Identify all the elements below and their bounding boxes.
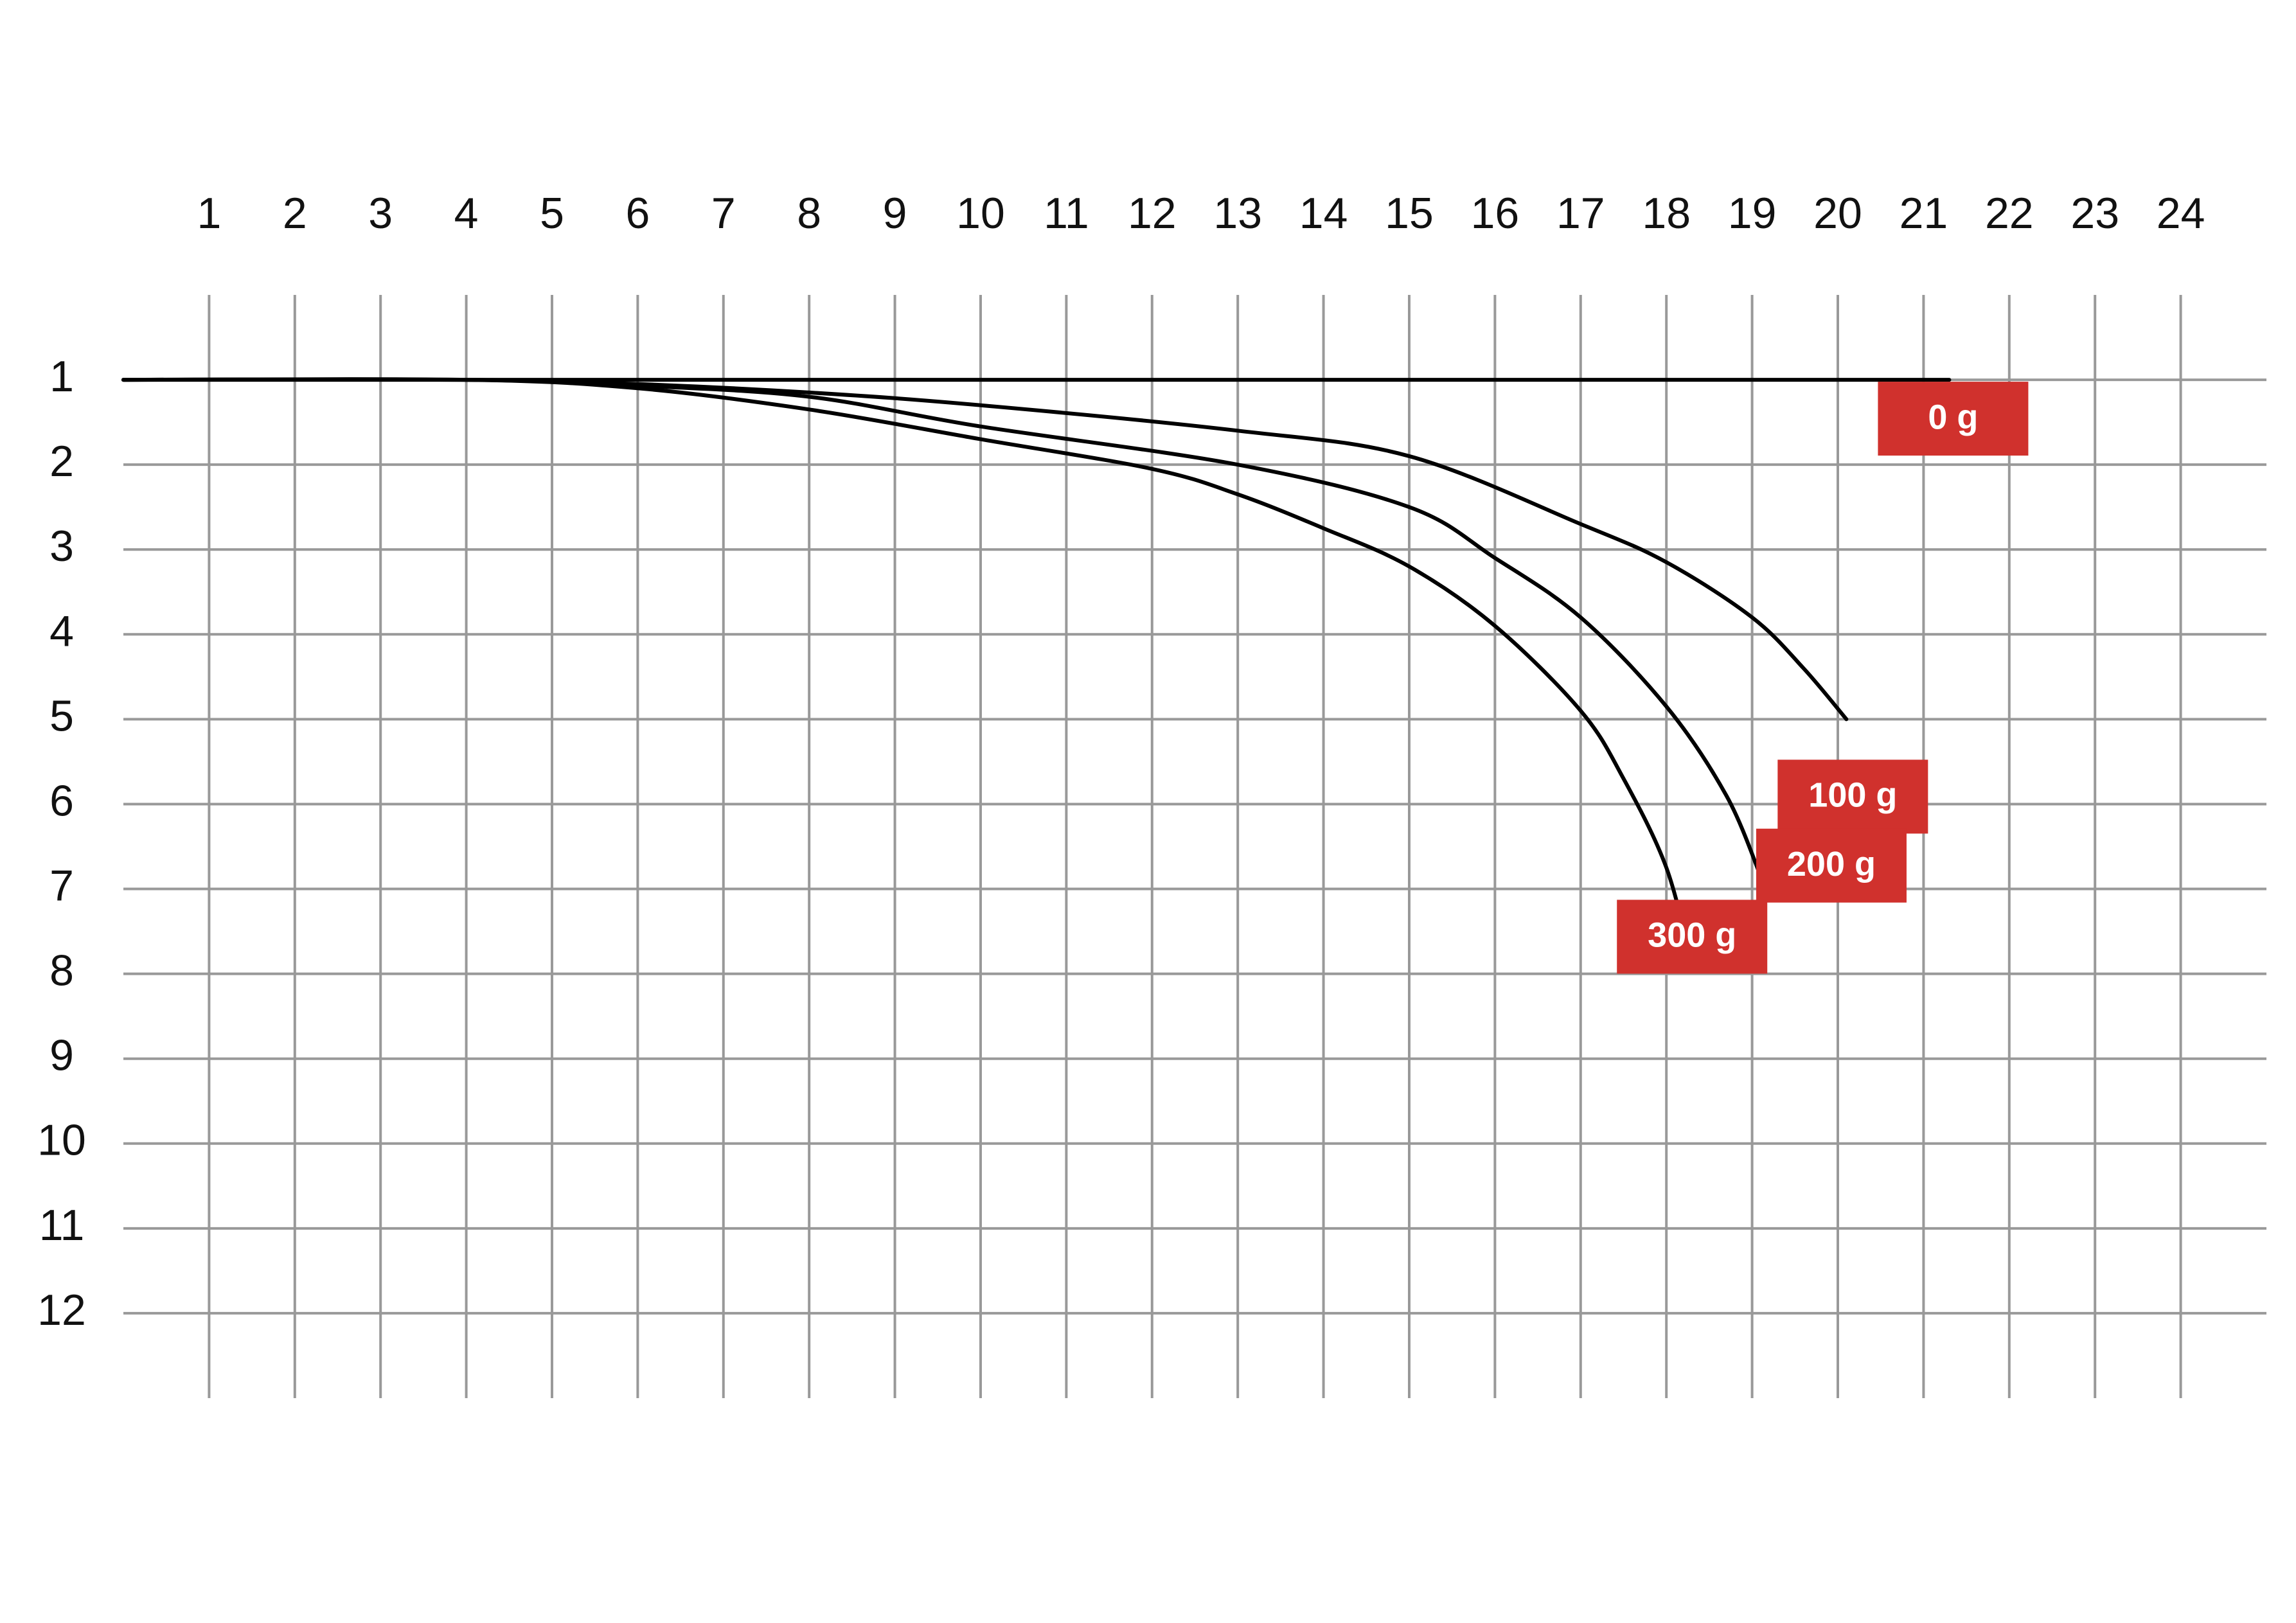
series-label: 200 g	[1756, 828, 1907, 903]
x-tick-label: 17	[1556, 189, 1605, 238]
y-tick-label: 12	[37, 1286, 86, 1335]
y-tick-label: 5	[49, 691, 74, 740]
series-label-box	[1617, 900, 1768, 974]
x-tick-label: 15	[1385, 189, 1434, 238]
x-tick-label: 9	[883, 189, 907, 238]
x-tick-label: 20	[1813, 189, 1862, 238]
x-tick-label: 24	[2157, 189, 2205, 238]
x-tick-label: 2	[283, 189, 307, 238]
x-tick-label: 21	[1900, 189, 1948, 238]
x-tick-label: 10	[956, 189, 1005, 238]
series-label-text: 0 g	[1928, 398, 1978, 436]
x-tick-label: 4	[454, 189, 479, 238]
x-tick-label: 7	[711, 189, 736, 238]
y-tick-label: 4	[49, 607, 74, 655]
y-tick-label: 2	[49, 437, 74, 486]
series-label-box	[1777, 759, 1928, 834]
x-tick-label: 23	[2070, 189, 2119, 238]
x-tick-label: 1	[197, 189, 221, 238]
x-tick-label: 14	[1299, 189, 1348, 238]
x-tick-label: 16	[1471, 189, 1520, 238]
series-label-box	[1756, 828, 1907, 903]
x-tick-label: 3	[368, 189, 393, 238]
series-label-text: 300 g	[1648, 916, 1736, 955]
series-label-text: 200 g	[1787, 845, 1876, 883]
x-tick-label: 6	[625, 189, 650, 238]
x-tick-label: 19	[1728, 189, 1777, 238]
y-tick-label: 9	[49, 1031, 74, 1080]
y-tick-label: 6	[49, 776, 74, 825]
y-tick-label: 7	[49, 862, 74, 910]
series-label: 0 g	[1878, 382, 2029, 456]
x-tick-label: 18	[1642, 189, 1691, 238]
series-label-box	[1878, 382, 2029, 456]
x-tick-label: 8	[797, 189, 821, 238]
series-label-text: 100 g	[1808, 776, 1897, 815]
y-tick-label: 11	[39, 1201, 85, 1250]
x-tick-label: 22	[1985, 189, 2034, 238]
x-tick-label: 11	[1044, 189, 1089, 238]
y-tick-label: 1	[49, 352, 74, 401]
x-tick-label: 13	[1213, 189, 1262, 238]
y-tick-label: 10	[37, 1116, 86, 1165]
series-label: 100 g	[1777, 759, 1928, 834]
x-tick-label: 12	[1128, 189, 1177, 238]
x-tick-label: 5	[540, 189, 564, 238]
line-series	[121, 377, 1695, 968]
series-label: 300 g	[1617, 900, 1768, 974]
y-tick-label: 3	[49, 522, 74, 571]
y-tick-label: 8	[49, 946, 74, 995]
